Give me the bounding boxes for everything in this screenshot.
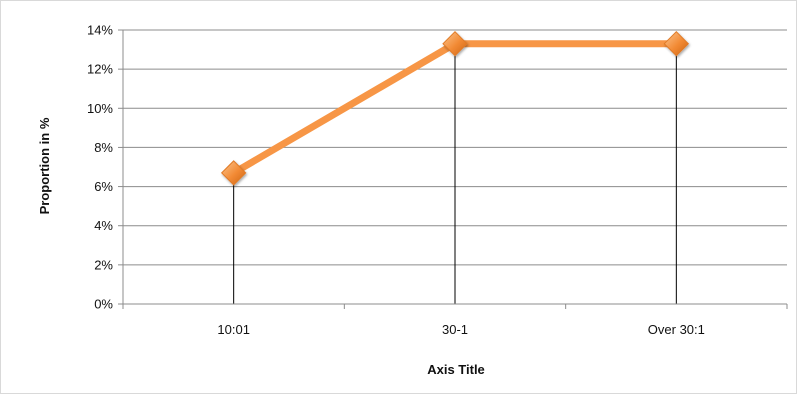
- y-tick-labels: 0% 2% 4% 6% 8% 10% 12% 14%: [87, 23, 113, 312]
- x-tick-label: 10:01: [217, 322, 250, 337]
- y-tick-label: 8%: [94, 140, 113, 155]
- data-point-marker: [220, 160, 247, 186]
- x-axis-title: Axis Title: [427, 362, 485, 377]
- data-point-marker: [663, 30, 690, 57]
- y-tick-label: 12%: [87, 62, 113, 77]
- data-point-marker: [442, 30, 468, 57]
- y-tick-label: 0%: [94, 297, 113, 312]
- x-tick-labels: 10:01 30-1 Over 30:1: [217, 322, 704, 337]
- x-tick-label: Over 30:1: [648, 322, 705, 337]
- y-tick-label: 10%: [87, 101, 113, 116]
- y-tick-label: 6%: [94, 179, 113, 194]
- drop-lines: [233, 43, 677, 304]
- x-tick-label: 30-1: [442, 322, 468, 337]
- y-tick-label: 4%: [94, 218, 113, 233]
- y-axis-title: Proportion in %: [37, 117, 52, 214]
- y-tick-label: 14%: [87, 23, 113, 38]
- markers: [220, 30, 690, 186]
- y-tick-label: 2%: [94, 257, 113, 272]
- axes: [118, 29, 788, 309]
